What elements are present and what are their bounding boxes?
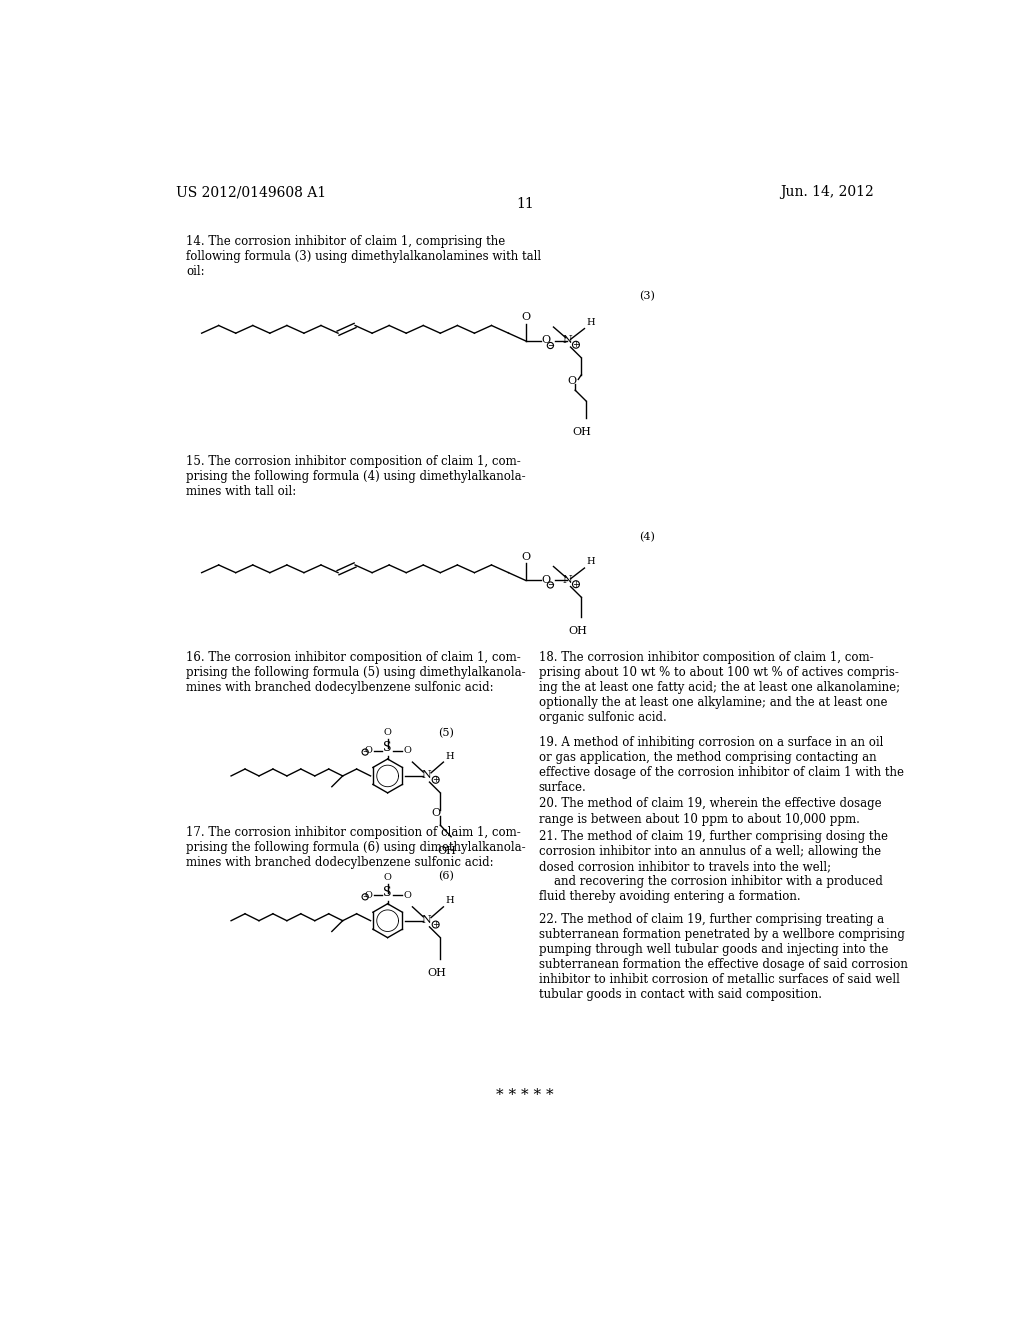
Text: 16. The corrosion inhibitor composition of claim 1, com-
prising the following f: 16. The corrosion inhibitor composition … xyxy=(186,651,525,694)
Text: (5): (5) xyxy=(438,729,454,738)
Text: O: O xyxy=(521,552,530,562)
Text: OH: OH xyxy=(438,846,457,855)
Text: O: O xyxy=(403,891,411,900)
Text: O: O xyxy=(567,376,577,385)
Text: US 2012/0149608 A1: US 2012/0149608 A1 xyxy=(176,185,327,199)
Text: 15. The corrosion inhibitor composition of claim 1, com-
prising the following f: 15. The corrosion inhibitor composition … xyxy=(186,455,525,498)
Text: −: − xyxy=(547,341,554,350)
Text: +: + xyxy=(432,920,439,929)
Text: 20. The method of claim 19, wherein the effective dosage
range is between about : 20. The method of claim 19, wherein the … xyxy=(539,797,882,825)
Text: O: O xyxy=(384,729,391,738)
Text: O: O xyxy=(365,746,372,755)
Text: OH: OH xyxy=(568,626,587,636)
Text: H: H xyxy=(445,751,454,760)
Text: H: H xyxy=(586,557,595,566)
Text: (6): (6) xyxy=(438,871,454,880)
Text: 11: 11 xyxy=(516,197,534,211)
Text: S: S xyxy=(383,742,392,755)
Text: −: − xyxy=(362,894,368,900)
Text: * * * * *: * * * * * xyxy=(496,1088,554,1102)
Text: O: O xyxy=(384,874,391,882)
Text: OH: OH xyxy=(427,969,445,978)
Text: O: O xyxy=(365,891,372,900)
Text: O: O xyxy=(403,746,411,755)
Text: 21. The method of claim 19, further comprising dosing the
corrosion inhibitor in: 21. The method of claim 19, further comp… xyxy=(539,830,888,903)
Text: N: N xyxy=(422,770,431,780)
Text: 22. The method of claim 19, further comprising treating a
subterranean formation: 22. The method of claim 19, further comp… xyxy=(539,913,907,1001)
Text: +: + xyxy=(572,341,580,350)
Text: N: N xyxy=(562,335,572,345)
Text: H: H xyxy=(445,896,454,906)
Text: (4): (4) xyxy=(640,532,655,543)
Text: 17. The corrosion inhibitor composition of claim 1, com-
prising the following f: 17. The corrosion inhibitor composition … xyxy=(186,826,525,869)
Text: N: N xyxy=(562,574,572,585)
Text: H: H xyxy=(586,318,595,327)
Text: OH: OH xyxy=(572,428,592,437)
Text: +: + xyxy=(432,775,439,784)
Text: O: O xyxy=(542,335,551,345)
Text: 19. A method of inhibiting corrosion on a surface in an oil
or gas application, : 19. A method of inhibiting corrosion on … xyxy=(539,737,904,793)
Text: O: O xyxy=(431,808,440,818)
Text: (3): (3) xyxy=(640,290,655,301)
Text: Jun. 14, 2012: Jun. 14, 2012 xyxy=(780,185,873,199)
Text: S: S xyxy=(383,886,392,899)
Text: N: N xyxy=(422,915,431,925)
Text: 18. The corrosion inhibitor composition of claim 1, com-
prising about 10 wt % t: 18. The corrosion inhibitor composition … xyxy=(539,651,900,725)
Text: O: O xyxy=(521,313,530,322)
Text: −: − xyxy=(547,581,554,590)
Text: +: + xyxy=(572,579,580,589)
Text: −: − xyxy=(362,748,368,755)
Text: 14. The corrosion inhibitor of claim 1, comprising the
following formula (3) usi: 14. The corrosion inhibitor of claim 1, … xyxy=(186,235,542,279)
Text: O: O xyxy=(542,574,551,585)
